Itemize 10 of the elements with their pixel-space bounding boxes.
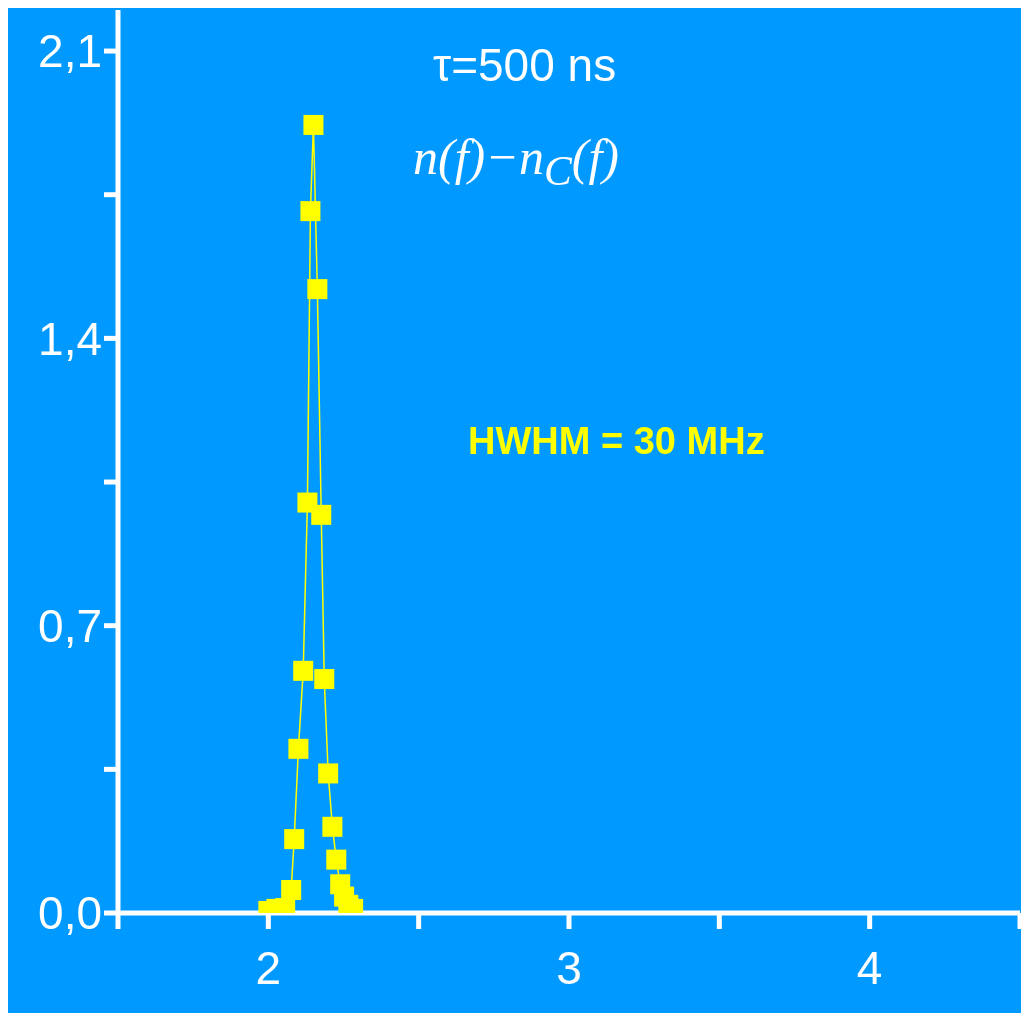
x-tick-label: 4 xyxy=(856,941,883,994)
annotation: τ=500 ns xyxy=(433,38,617,92)
x-tick-label: 3 xyxy=(556,941,582,994)
x-tick-label: 2 xyxy=(255,941,282,994)
y-tick-label: 1,4 xyxy=(38,312,102,365)
annotation: HWHM = 30 MHz xyxy=(468,420,765,463)
annotation: n(f)−n$_{C}$(f) xyxy=(413,128,619,195)
y-tick-label: 0,7 xyxy=(38,600,102,653)
y-tick-label: 0,0 xyxy=(38,887,102,940)
y-tick-label: 2,1 xyxy=(38,25,102,78)
